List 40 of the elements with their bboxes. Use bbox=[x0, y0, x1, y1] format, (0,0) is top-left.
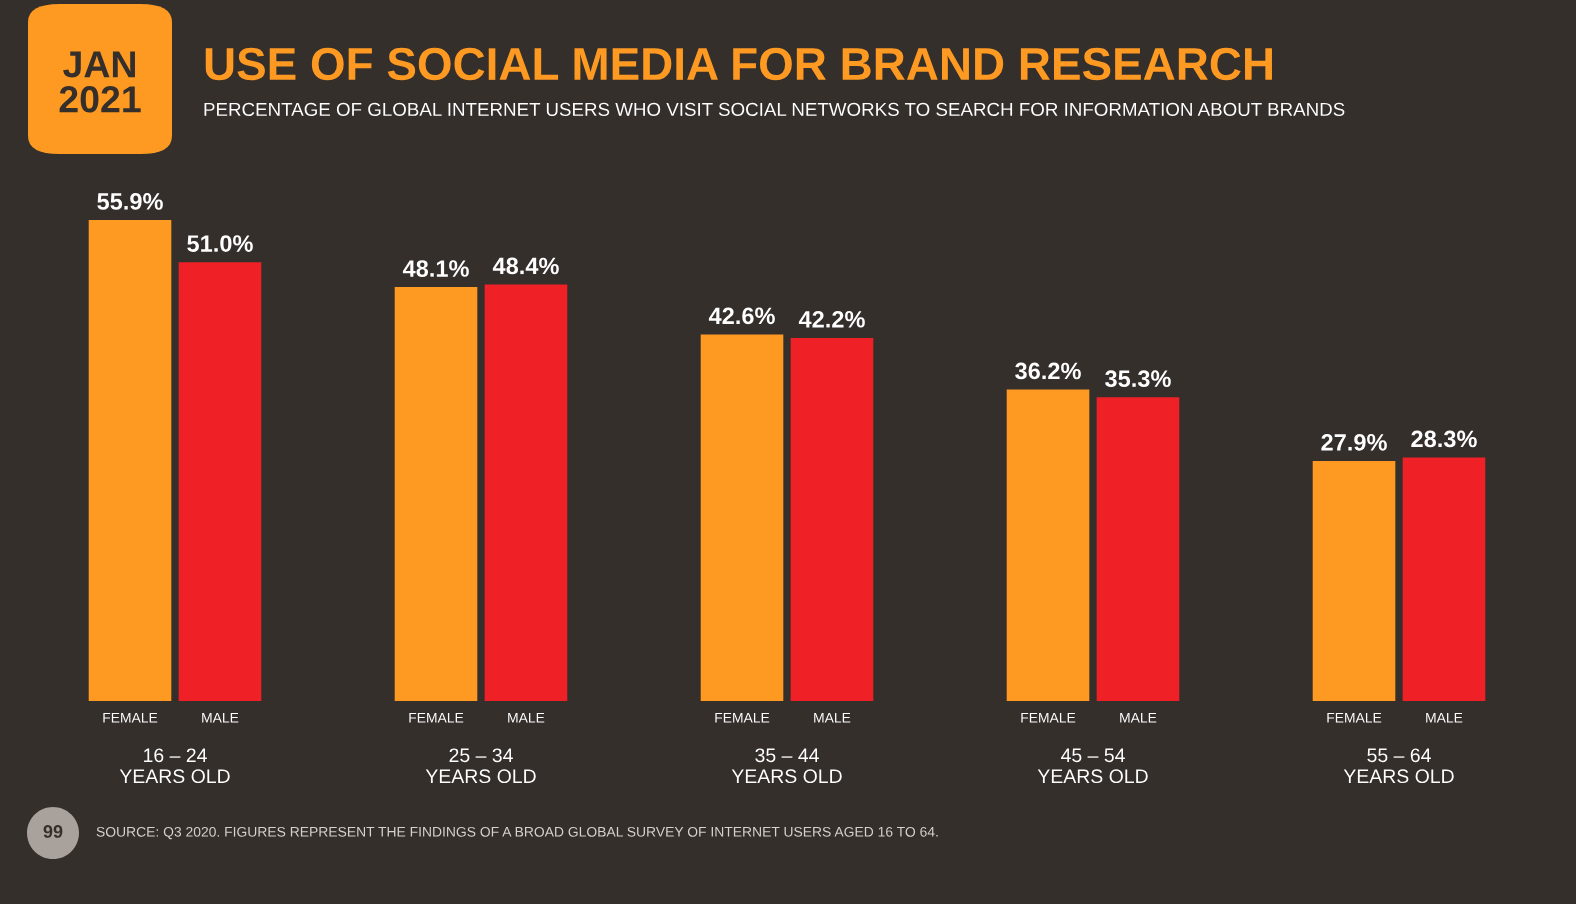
bar bbox=[484, 284, 568, 701]
text: MALE bbox=[814, 712, 851, 723]
bar bbox=[88, 220, 172, 701]
data-label: 55.9% bbox=[97, 193, 163, 210]
bar bbox=[178, 262, 262, 701]
bar bbox=[394, 287, 478, 701]
text: JAN 2021 bbox=[59, 51, 141, 113]
text: FEMALE bbox=[1327, 712, 1382, 723]
data-label: 28.3% bbox=[1411, 430, 1477, 448]
data-label: 35.3% bbox=[1105, 370, 1171, 388]
x-tick-label: 45 – 54 YEARS OLD bbox=[1037, 748, 1148, 784]
chart-subtitle: PERCENTAGE OF GLOBAL INTERNET USERS WHO VISIT SOCIAL NETWORKS TO SEARCH FOR INFORMATION ABOUT BRANDS bbox=[204, 102, 1345, 117]
data-label: 48.4% bbox=[492, 257, 559, 275]
data-label: 36.2% bbox=[1015, 362, 1081, 380]
bar bbox=[1096, 397, 1180, 701]
bar bbox=[790, 337, 874, 701]
text: FEMALE bbox=[409, 712, 464, 723]
x-tick-label: 35 – 44 YEARS OLD bbox=[731, 748, 842, 784]
data-label: 48.1% bbox=[402, 260, 469, 277]
bar bbox=[1402, 457, 1486, 701]
bar bbox=[1312, 460, 1396, 701]
data-label: 42.2% bbox=[798, 310, 865, 328]
text: FEMALE bbox=[715, 712, 770, 723]
data-label: 27.9% bbox=[1321, 433, 1387, 451]
x-tick-label: 16 – 24 YEARS OLD bbox=[119, 748, 230, 784]
data-label: 42.6% bbox=[708, 307, 775, 325]
data-label: 51.0% bbox=[187, 235, 253, 252]
text: FEMALE bbox=[1021, 712, 1076, 723]
chart-title: USE OF SOCIAL MEDIA FOR BRAND RESEARCH bbox=[205, 47, 1272, 81]
x-tick-label: 55 – 64 YEARS OLD bbox=[1343, 748, 1454, 784]
text: 99 bbox=[43, 825, 63, 838]
text: MALE bbox=[1426, 712, 1463, 723]
text: MALE bbox=[1120, 712, 1157, 723]
series-label: FEMALE bbox=[103, 712, 158, 723]
source-note: SOURCE: Q3 2020. FIGURES REPRESENT THE FINDINGS OF A BROAD GLOBAL SURVEY OF INTERNET USERS AGED 16 TO 64. bbox=[96, 826, 938, 840]
bar bbox=[700, 334, 784, 701]
text: MALE bbox=[508, 712, 545, 723]
series-label: MALE bbox=[202, 712, 239, 723]
x-tick-label: 25 – 34 YEARS OLD bbox=[425, 748, 536, 784]
bar bbox=[1006, 389, 1090, 701]
